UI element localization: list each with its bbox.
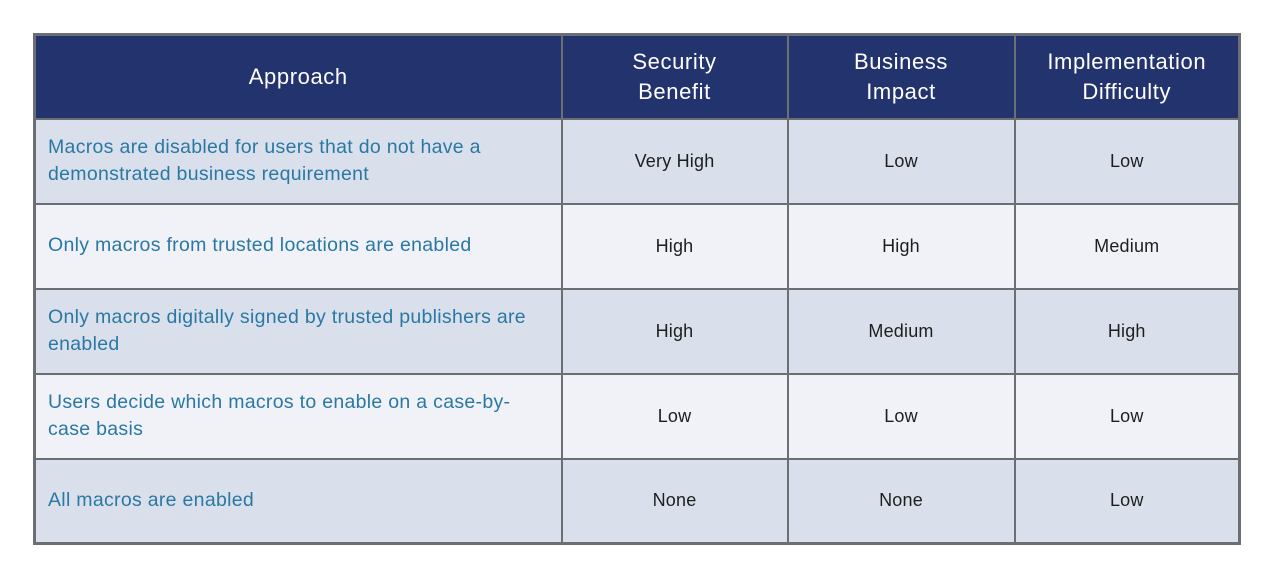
security-benefit-cell: Very High: [560, 117, 789, 205]
table-body: Macros are disabled for users that do no…: [33, 117, 1241, 545]
macro-approaches-table: Approach Security Benefit Business Impac…: [33, 33, 1241, 545]
implementation-difficulty-cell: Low: [1013, 117, 1241, 205]
implementation-difficulty-cell: Low: [1013, 457, 1241, 545]
approach-cell: All macros are enabled: [33, 457, 563, 545]
business-impact-cell: Low: [786, 117, 1016, 205]
table-header: Approach Security Benefit Business Impac…: [33, 33, 1241, 120]
security-benefit-cell: Low: [560, 372, 789, 460]
table-row-all-macros-enabled: All macros are enabled None None Low: [33, 457, 1241, 545]
security-benefit-cell: High: [560, 202, 789, 290]
business-impact-cell: High: [786, 202, 1016, 290]
business-impact-cell: Low: [786, 372, 1016, 460]
table-row-macros-disabled-no-requirement: Macros are disabled for users that do no…: [33, 117, 1241, 205]
column-header-implementation-difficulty: Implementation Difficulty: [1013, 33, 1241, 120]
approach-cell: Only macros from trusted locations are e…: [33, 202, 563, 290]
approach-cell: Users decide which macros to enable on a…: [33, 372, 563, 460]
table-row-trusted-locations: Only macros from trusted locations are e…: [33, 202, 1241, 290]
approach-cell: Only macros digitally signed by trusted …: [33, 287, 563, 375]
implementation-difficulty-cell: High: [1013, 287, 1241, 375]
table-row-digitally-signed: Only macros digitally signed by trusted …: [33, 287, 1241, 375]
table-row-users-decide: Users decide which macros to enable on a…: [33, 372, 1241, 460]
header-row: Approach Security Benefit Business Impac…: [33, 33, 1241, 120]
business-impact-cell: Medium: [786, 287, 1016, 375]
column-header-business-impact: Business Impact: [786, 33, 1016, 120]
implementation-difficulty-cell: Low: [1013, 372, 1241, 460]
column-header-approach: Approach: [33, 33, 563, 120]
security-benefit-cell: High: [560, 287, 789, 375]
implementation-difficulty-cell: Medium: [1013, 202, 1241, 290]
column-header-security-benefit: Security Benefit: [560, 33, 789, 120]
business-impact-cell: None: [786, 457, 1016, 545]
security-benefit-cell: None: [560, 457, 789, 545]
approach-cell: Macros are disabled for users that do no…: [33, 117, 563, 205]
